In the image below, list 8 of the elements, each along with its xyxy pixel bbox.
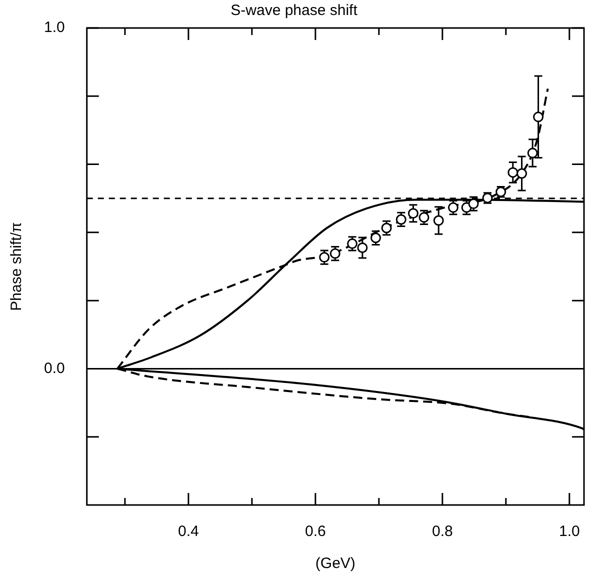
x-tick-label: 0.4 <box>178 523 199 540</box>
x-tick-label: 0.8 <box>432 523 453 540</box>
y-axis-title: Phase shift/π <box>8 222 26 311</box>
y-tick-label: 0.0 <box>44 360 65 377</box>
x-axis-title: (GeV) <box>315 555 356 572</box>
x-tick-label: 0.6 <box>304 523 326 540</box>
chart-title: S-wave phase shift <box>230 2 358 20</box>
x-tick-label: 1.0 <box>558 523 580 540</box>
